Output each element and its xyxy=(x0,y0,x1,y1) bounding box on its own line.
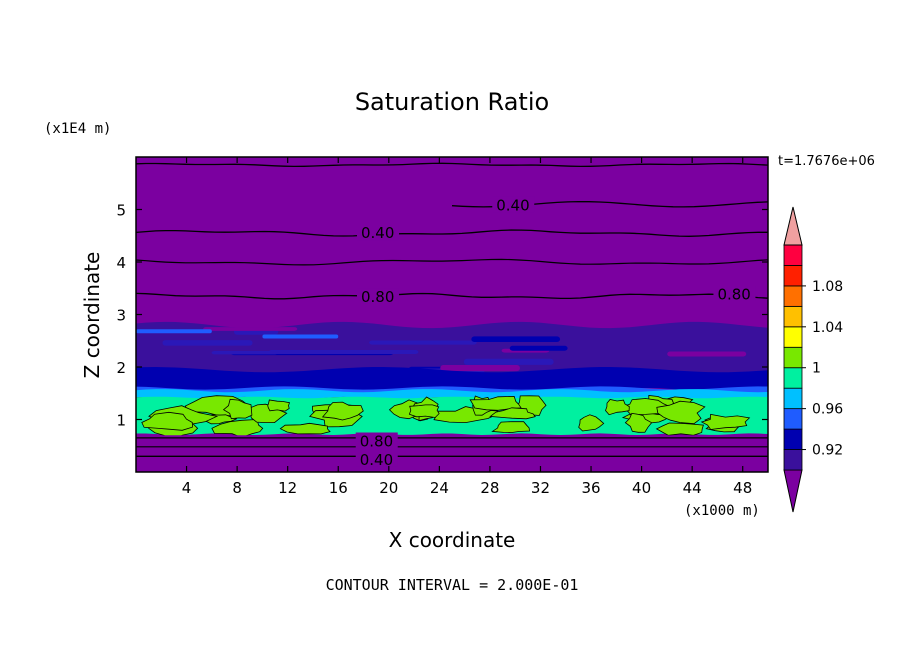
x-tick-label: 36 xyxy=(581,479,600,497)
y-tick-label: 2 xyxy=(116,359,126,377)
time-label: t=1.7676e+06 xyxy=(778,154,875,169)
colorbar-swatch xyxy=(783,326,803,348)
y-tick-label: 5 xyxy=(116,202,126,220)
contour-label-bg xyxy=(356,224,399,241)
colorbar-swatch xyxy=(783,346,803,369)
x-tick-label: 40 xyxy=(632,479,651,497)
colorbar-swatch xyxy=(783,428,803,450)
colorbar-label: 1 xyxy=(812,361,821,377)
supersaturated-patch xyxy=(222,398,253,420)
contour-interval-label: CONTOUR INTERVAL = 2.000E-01 xyxy=(325,576,579,594)
contour-label: 0.80 xyxy=(717,286,750,304)
transition-streak xyxy=(262,334,339,339)
supersaturated-patch xyxy=(656,400,706,425)
contour-line xyxy=(135,292,769,300)
supersaturated-patch xyxy=(624,412,653,433)
colorbar-swatch xyxy=(783,244,803,266)
colorbar-swatch xyxy=(783,265,803,287)
x-tick-label: 4 xyxy=(182,479,192,497)
y-tick-label: 1 xyxy=(116,412,126,430)
colorbar-swatch xyxy=(783,387,803,410)
colorbar-label: 0.96 xyxy=(812,402,843,418)
colorbar-top-arrow xyxy=(783,206,803,246)
contour-label-bg xyxy=(713,285,756,302)
lower-layer-region xyxy=(136,435,768,472)
y-tick-label: 4 xyxy=(116,254,126,272)
supersaturated-patch xyxy=(489,407,536,420)
transition-streak xyxy=(268,350,419,354)
transition-streak xyxy=(667,351,747,357)
x-tick-label: 12 xyxy=(278,479,297,497)
transition-streak xyxy=(471,336,561,343)
supersaturated-patch xyxy=(491,421,530,433)
colorbar-label: 0.92 xyxy=(812,443,843,459)
contour-line xyxy=(135,258,769,266)
x-tick-label: 44 xyxy=(683,479,702,497)
supersaturated-patch xyxy=(141,411,193,431)
transition-streak xyxy=(211,350,278,355)
colorbar-bottom-arrow xyxy=(783,469,803,513)
x-tick-label: 20 xyxy=(379,479,398,497)
transition-streak xyxy=(369,340,477,345)
transition-streak xyxy=(136,329,212,334)
x-tick-label: 32 xyxy=(531,479,550,497)
supersaturated-patch xyxy=(605,399,630,416)
supersaturated-patch xyxy=(267,399,291,412)
cyan-band-region xyxy=(136,389,768,401)
x-tick-label: 8 xyxy=(232,479,242,497)
colorbar-swatch xyxy=(783,408,803,430)
transition-streak xyxy=(509,345,568,351)
transition-streak xyxy=(203,327,298,331)
x-unit-label: (x1000 m) xyxy=(684,503,760,519)
transition-streak xyxy=(440,364,520,372)
transition-streak xyxy=(463,358,554,365)
colorbar-swatch xyxy=(783,285,803,307)
contour-label: 0.80 xyxy=(360,433,393,451)
supersaturated-patch xyxy=(700,413,751,430)
contour-label-bg xyxy=(492,196,535,213)
supersaturated-patch xyxy=(578,414,605,432)
x-tick-label: 48 xyxy=(733,479,752,497)
supersaturated-patch xyxy=(279,422,331,435)
x-tick-label: 24 xyxy=(430,479,449,497)
colorbar-label: 1.04 xyxy=(812,320,843,336)
contour-label: 0.40 xyxy=(496,196,529,214)
y-axis-label: Z coordinate xyxy=(80,251,104,379)
contour-label: 0.40 xyxy=(361,224,394,242)
y-tick-label: 3 xyxy=(116,307,126,325)
contour-label: 0.80 xyxy=(361,288,394,306)
colorbar-swatch xyxy=(783,305,803,328)
chart-title: Saturation Ratio xyxy=(354,88,550,116)
supersaturated-patch xyxy=(321,401,364,421)
colorbar-label: 1.08 xyxy=(812,279,843,295)
x-axis-label: X coordinate xyxy=(388,528,516,552)
contour-label-bg xyxy=(355,450,398,467)
colorbar-swatch xyxy=(783,449,803,471)
x-tick-label: 28 xyxy=(480,479,499,497)
contour-label: 0.40 xyxy=(360,451,393,469)
transition-streak xyxy=(162,340,253,346)
colorbar-swatch xyxy=(783,367,803,389)
contour-line xyxy=(135,229,768,237)
contour-label-bg xyxy=(356,288,399,305)
supersaturated-patch xyxy=(408,404,440,418)
x-tick-label: 16 xyxy=(329,479,348,497)
contour-label-bg xyxy=(355,432,398,449)
contour-line xyxy=(135,162,769,168)
z-unit-label: (x1E4 m) xyxy=(44,121,112,137)
